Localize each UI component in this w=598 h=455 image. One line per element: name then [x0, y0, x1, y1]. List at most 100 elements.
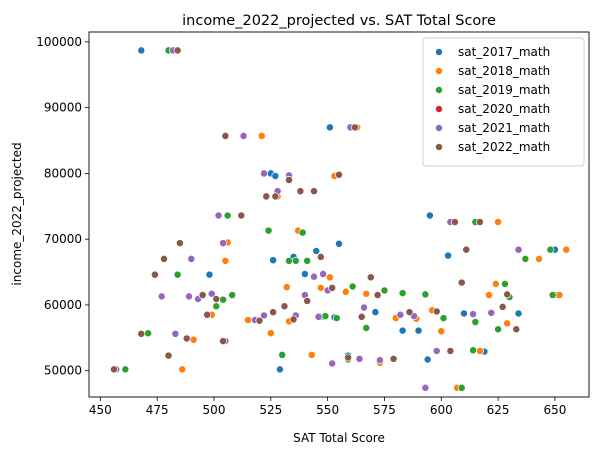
data-point-sat_2022_math-19: [285, 176, 293, 184]
data-point-sat_2019_math-25: [469, 346, 478, 355]
data-point-sat_2021_math-1: [157, 292, 166, 301]
data-point-sat_2022_math-1: [137, 329, 146, 338]
x-tick-label-6: 600: [430, 403, 453, 417]
data-point-sat_2019_math-28: [494, 325, 503, 334]
data-point-sat_2017_math-0: [137, 46, 146, 55]
data-point-sat_2022_math-28: [350, 123, 359, 132]
data-point-sat_2019_math-16: [332, 314, 341, 323]
data-point-sat_2021_math-19: [310, 272, 318, 281]
data-point-sat_2022_math-42: [512, 325, 521, 334]
data-point-sat_2021_math-35: [514, 245, 523, 254]
data-point-sat_2022_math-21: [296, 187, 305, 196]
y-axis-label: income_2022_projected: [10, 142, 24, 285]
data-point-sat_2019_math-21: [398, 289, 407, 298]
data-point-sat_2017_math-6: [275, 365, 284, 374]
data-point-sat_2022_math-32: [389, 354, 398, 363]
data-point-sat_2021_math-26: [360, 303, 368, 312]
data-point-sat_2018_math-18: [341, 287, 350, 296]
data-point-sat_2022_math-14: [255, 316, 264, 325]
data-point-sat_2017_math-11: [325, 123, 334, 132]
data-point-sat_2019_math-27: [471, 318, 480, 326]
x-tick-label-4: 550: [316, 403, 339, 417]
data-point-sat_2019_math-15: [321, 312, 330, 321]
legend-marker-sat_2017_math: [435, 48, 443, 56]
data-point-sat_2021_math-21: [319, 270, 328, 278]
legend: sat_2017_math sat_2018_math sat_2019_maths…: [422, 37, 585, 167]
x-tick-label-8: 650: [543, 403, 566, 417]
y-tick-label-2: 70000: [44, 232, 82, 246]
data-point-sat_2021_math-28: [396, 310, 405, 319]
data-point-sat_2017_math-5: [269, 256, 278, 265]
chart-title: income_2022_projected vs. SAT Total Scor…: [182, 13, 496, 29]
data-point-sat_2019_math-33: [548, 291, 557, 300]
data-point-sat_2019_math-7: [228, 291, 237, 300]
legend-marker-sat_2021_math: [435, 124, 443, 132]
data-point-sat_2022_math-38: [462, 245, 471, 254]
data-point-sat_2022_math-11: [219, 337, 228, 346]
data-point-sat_2022_math-31: [373, 291, 382, 300]
data-point-sat_2022_math-3: [160, 254, 168, 263]
data-point-sat_2018_math-6: [244, 316, 253, 324]
data-point-sat_2021_math-5: [187, 254, 196, 263]
data-point-sat_2018_math-34: [555, 291, 564, 300]
data-point-sat_2022_math-22: [303, 297, 312, 305]
data-point-sat_2021_math-27: [375, 356, 384, 365]
data-point-sat_2022_math-26: [335, 170, 343, 179]
data-point-sat_2018_math-4: [221, 256, 230, 265]
x-tick-label-2: 500: [203, 403, 226, 417]
data-point-sat_2017_math-8: [300, 270, 309, 278]
legend-frame: [422, 37, 585, 167]
data-point-sat_2017_math-1: [205, 270, 214, 279]
data-point-sat_2019_math-8: [264, 226, 273, 235]
data-point-sat_2022_math-13: [237, 211, 246, 220]
data-point-sat_2018_math-27: [475, 347, 484, 355]
legend-label-sat_2022_math: sat_2022_math: [458, 140, 550, 154]
data-point-sat_2022_math-18: [280, 302, 289, 311]
data-point-sat_2021_math-23: [328, 359, 337, 368]
data-point-sat_2019_math-13: [303, 256, 312, 265]
data-point-sat_2019_math-10: [285, 256, 293, 265]
data-point-sat_2022_math-4: [164, 351, 173, 360]
data-point-sat_2018_math-1: [189, 335, 198, 344]
data-point-sat_2018_math-16: [325, 273, 334, 282]
data-point-sat_2021_math-7: [207, 289, 216, 298]
data-point-sat_2022_math-40: [498, 302, 507, 311]
y-tick-label-1: 60000: [44, 298, 82, 312]
data-point-sat_2021_math-13: [260, 169, 268, 178]
data-point-sat_2021_math-34: [487, 308, 496, 317]
legend-marker-sat_2020_math: [435, 105, 443, 113]
data-point-sat_2019_math-9: [278, 350, 287, 359]
legend-label-sat_2020_math: sat_2020_math: [458, 102, 550, 116]
data-point-sat_2018_math-25: [437, 327, 446, 336]
data-point-sat_2019_math-1: [144, 329, 153, 338]
data-point-sat_2019_math-22: [421, 290, 430, 299]
data-point-sat_2022_math-7: [182, 334, 191, 343]
data-point-sat_2019_math-31: [521, 254, 530, 263]
data-point-sat_2022_math-12: [221, 131, 230, 140]
data-point-sat_2022_math-10: [212, 295, 221, 303]
legend-label-sat_2019_math: sat_2019_math: [458, 83, 550, 97]
data-point-sat_2019_math-19: [362, 324, 371, 332]
legend-marker-sat_2022_math: [435, 143, 443, 151]
x-tick-label-5: 575: [373, 403, 396, 417]
points-layer: [110, 46, 571, 392]
data-point-sat_2022_math-37: [457, 278, 466, 287]
data-point-sat_2022_math-35: [446, 347, 455, 355]
data-point-sat_2018_math-29: [491, 279, 500, 288]
data-point-sat_2018_math-8: [266, 329, 275, 338]
plot-area-frame: [88, 31, 590, 398]
data-point-sat_2022_math-27: [344, 353, 353, 362]
data-point-sat_2019_math-29: [500, 279, 509, 288]
y-tick-label-3: 80000: [44, 166, 82, 180]
data-point-sat_2022_math-39: [475, 218, 484, 227]
data-point-sat_2017_math-19: [425, 211, 434, 220]
data-point-sat_2022_math-25: [328, 283, 337, 292]
data-point-sat_2022_math-33: [405, 308, 414, 317]
data-point-sat_2022_math-23: [310, 187, 318, 196]
x-tick-label-7: 625: [487, 403, 510, 417]
data-point-sat_2019_math-11: [291, 256, 300, 265]
data-point-sat_2019_math-0: [121, 365, 130, 374]
data-point-sat_2022_math-16: [269, 308, 278, 317]
data-point-sat_2022_math-8: [198, 291, 207, 300]
data-point-sat_2019_math-5: [219, 295, 228, 304]
